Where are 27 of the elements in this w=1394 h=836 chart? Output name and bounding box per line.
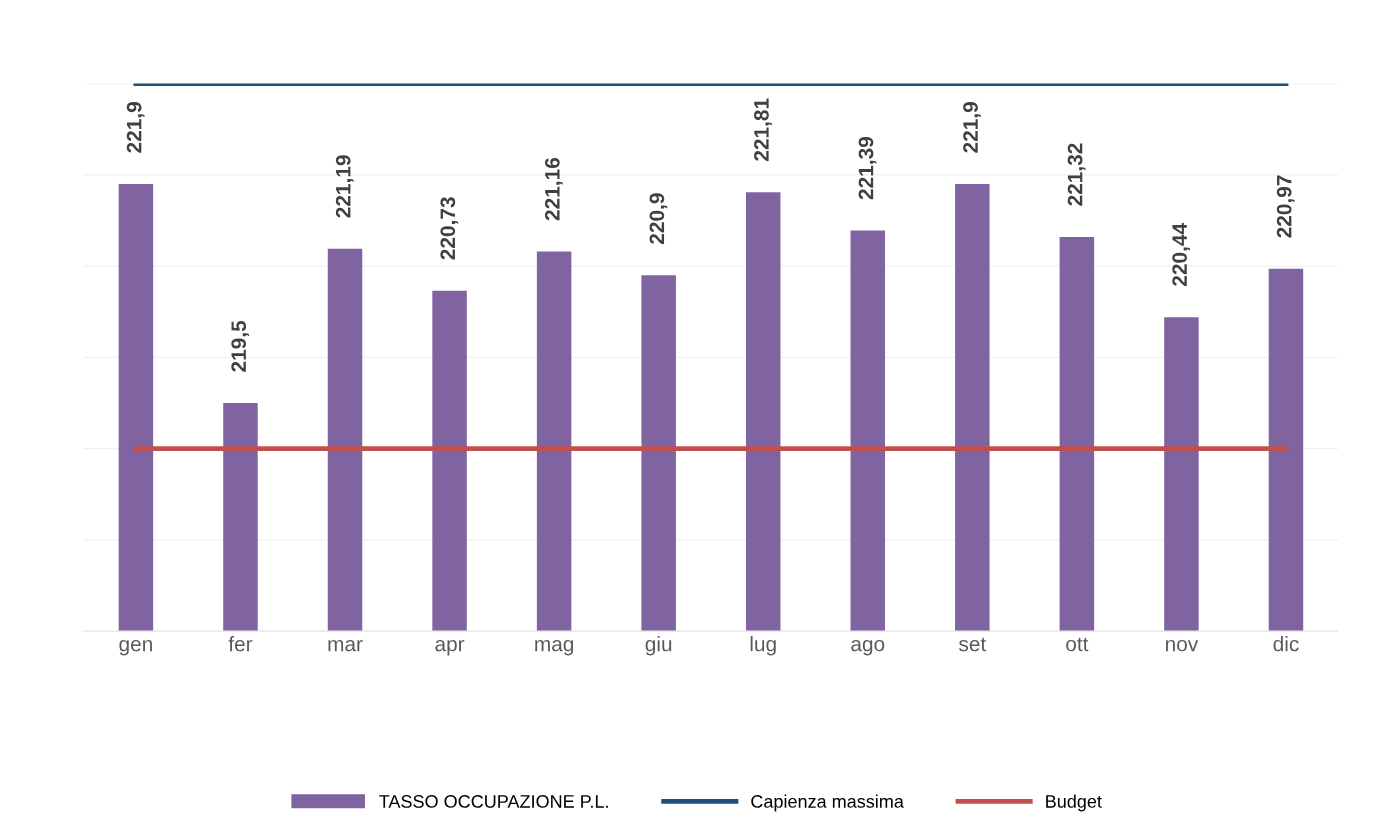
data-label: 221,39 [858, 137, 877, 200]
x-tick-label: dic [1273, 636, 1299, 652]
x-tick-label: ott [1066, 637, 1089, 652]
data-label: 221,19 [335, 155, 354, 218]
data-label: 221,9 [963, 102, 981, 153]
legend-label: Capienza massima [751, 794, 904, 812]
x-tick-label: fer [228, 636, 253, 652]
x-tick-label: apr [435, 639, 465, 656]
data-label: 221,9 [126, 102, 145, 153]
data-label: 220,9 [649, 193, 668, 244]
legend-label: TASSO OCCUPAZIONE P.L. [379, 795, 608, 808]
x-tick-label: set [959, 637, 987, 652]
data-label: 220,44 [1172, 223, 1191, 286]
x-tick-label: nov [1166, 639, 1199, 652]
x-tick-label: mag [535, 639, 574, 656]
data-label: 221,32 [1067, 143, 1086, 206]
x-tick-label: gen [119, 639, 152, 656]
x-tick-label: lug [750, 636, 776, 656]
data-label: 220,73 [440, 197, 459, 260]
x-tick-label: ago [851, 639, 885, 656]
data-label: 219,5 [231, 320, 250, 372]
x-tick-label: giu [645, 636, 672, 656]
x-tick-label: mar [328, 639, 363, 652]
data-label: 221,16 [544, 158, 563, 221]
data-label: 220,97 [1276, 175, 1295, 238]
data-label: 221,81 [754, 98, 772, 161]
legend-label: Budget [1046, 794, 1102, 812]
